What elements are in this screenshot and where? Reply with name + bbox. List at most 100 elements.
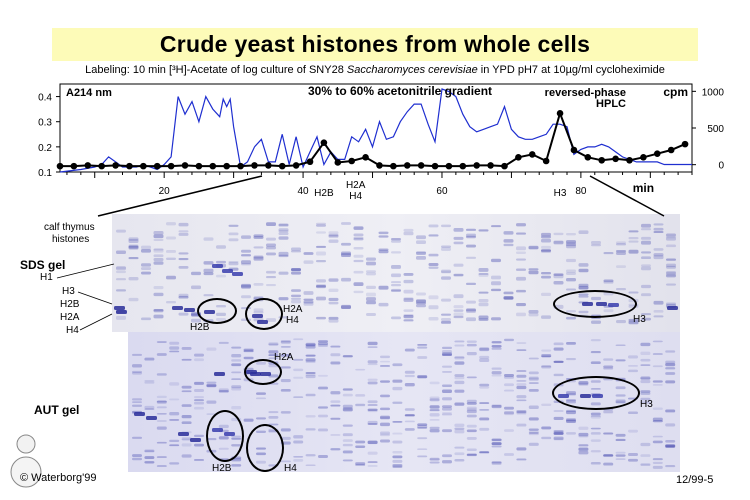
gel-band: [291, 271, 301, 275]
gel-band: [280, 389, 291, 392]
gel-band: [453, 294, 464, 299]
gel-band: [578, 285, 589, 290]
gel-band: [367, 451, 378, 455]
gel-band: [628, 355, 638, 359]
gel-band: [466, 228, 476, 231]
gel-band: [392, 379, 403, 383]
gel-band: [528, 310, 539, 314]
gel-band: [478, 267, 489, 272]
gel-band: [666, 233, 676, 237]
gel-band: [391, 239, 401, 243]
gel-band: [603, 411, 614, 414]
cpm-point: [362, 154, 369, 161]
gel-band: [206, 347, 217, 351]
gel-band: [181, 390, 192, 393]
gel-band: [403, 315, 414, 319]
gel-band: [278, 228, 289, 232]
gel-band: [590, 412, 601, 416]
gel-band: [442, 354, 452, 357]
y-right-tick-label: 1000: [702, 87, 725, 98]
gel-band: [391, 281, 401, 284]
gel-band: [156, 441, 167, 444]
gel-band: [454, 389, 465, 393]
gel-band: [429, 413, 440, 417]
gel-band: [491, 341, 502, 344]
gel-band: [194, 358, 204, 362]
credit-text: © Waterborg'99: [20, 472, 97, 484]
gel-band: [342, 424, 353, 427]
gel-band: [491, 225, 501, 228]
gel-band: [417, 376, 428, 379]
gel-band: [479, 355, 490, 359]
gel-band: [491, 445, 502, 448]
gel-band: [268, 411, 279, 414]
cpm-point: [306, 158, 314, 166]
gel-band: [504, 373, 514, 377]
gel-band: [353, 270, 364, 274]
gel-band: [232, 272, 243, 276]
gel-band: [266, 283, 276, 287]
gel-band: [666, 263, 676, 268]
gel-band: [578, 450, 589, 455]
gel-band: [615, 451, 626, 454]
gel-band: [293, 396, 304, 398]
gel-band: [366, 272, 376, 276]
gel-band: [403, 319, 414, 322]
gel-band: [591, 320, 601, 324]
gel-band: [640, 380, 651, 384]
gel-band: [628, 240, 639, 243]
gel-band: [116, 266, 126, 270]
gel-band: [316, 224, 326, 227]
gel-band: [640, 392, 651, 395]
gel-band: [305, 415, 316, 418]
gel-band: [391, 288, 401, 291]
gel-band: [403, 279, 414, 284]
gel-band: [652, 380, 663, 383]
gel-band: [144, 381, 155, 384]
gel-band: [429, 419, 440, 421]
subtitle: Labeling: 10 min [³H]-Acetate of log cul…: [0, 64, 750, 76]
gel-band: [429, 409, 440, 412]
gel-band: [491, 367, 502, 370]
gel-band: [116, 289, 126, 292]
gel-band: [144, 450, 155, 453]
gel-band: [153, 257, 164, 262]
gel-band: [404, 414, 415, 417]
gel-band: [153, 292, 164, 297]
gel-band: [553, 432, 564, 435]
cpm-point: [348, 157, 355, 165]
gel-band: [665, 360, 676, 364]
gel-band: [116, 278, 126, 281]
gel-band: [429, 461, 440, 464]
gel-band: [353, 236, 364, 240]
gel-band: [330, 434, 341, 436]
gel-band: [305, 354, 316, 357]
gel-band: [466, 437, 477, 440]
gel-band: [218, 388, 229, 392]
gel-band: [392, 464, 403, 467]
gel-band: [203, 272, 214, 276]
gel-band: [667, 306, 678, 310]
gel-band: [516, 411, 527, 414]
gel-band: [181, 404, 192, 407]
gel-band: [466, 256, 476, 259]
gel-band: [566, 258, 576, 263]
gel-band: [184, 308, 195, 312]
gel-band: [640, 454, 651, 457]
gel-band: [166, 236, 176, 240]
gel-band: [541, 275, 551, 279]
gel-band: [578, 432, 589, 437]
gel-band: [268, 343, 279, 346]
gel-band: [366, 292, 376, 297]
gel-band: [316, 285, 326, 289]
y-right-tick-label: 500: [707, 124, 724, 135]
gel-band: [231, 354, 242, 358]
gel-band: [516, 383, 527, 386]
gel-band: [132, 404, 142, 407]
gel-band: [516, 268, 526, 271]
gel-band: [212, 264, 223, 268]
left-axis-label: A214 nm: [66, 87, 112, 99]
gel-band: [280, 460, 291, 463]
gel-band: [153, 261, 164, 265]
gel-band: [590, 339, 601, 342]
